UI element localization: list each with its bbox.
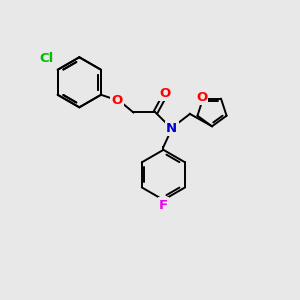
Text: O: O (196, 91, 207, 103)
Text: O: O (112, 94, 123, 106)
Text: N: N (166, 122, 177, 135)
Text: Cl: Cl (39, 52, 53, 65)
Text: F: F (159, 199, 168, 212)
Text: O: O (160, 87, 171, 100)
